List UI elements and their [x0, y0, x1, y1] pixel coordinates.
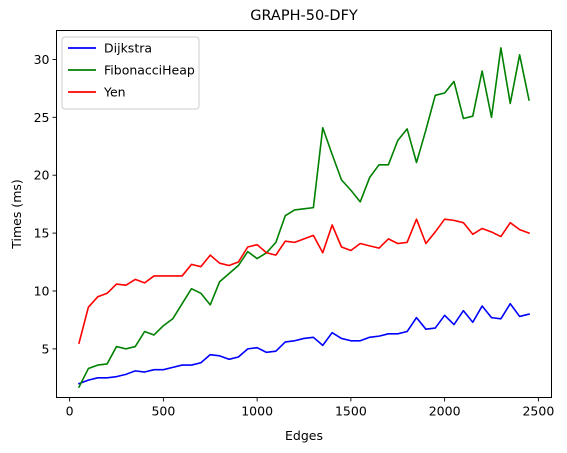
- y-tick-label: 30: [34, 52, 50, 67]
- x-tick-label: 2500: [522, 404, 554, 419]
- y-tick-label: 5: [42, 341, 50, 356]
- x-tick-label: 1500: [335, 404, 367, 419]
- series-line-dijkstra: [77, 302, 530, 385]
- y-tick-label: 15: [34, 226, 50, 241]
- x-tick-label: 0: [66, 404, 74, 419]
- plot-area: [77, 47, 531, 389]
- legend: Dijkstra FibonacciHeap Yen: [61, 36, 200, 110]
- x-axis: 0 500 1000 1500 2000 2500: [66, 397, 554, 419]
- chart-title: GRAPH-50-DFY: [250, 8, 358, 24]
- legend-label-dijkstra: Dijkstra: [104, 41, 152, 56]
- x-tick-label: 500: [151, 404, 175, 419]
- y-tick-label: 10: [34, 283, 50, 298]
- x-tick-label: 2000: [429, 404, 461, 419]
- legend-label-fibonacciheap: FibonacciHeap: [104, 63, 195, 78]
- x-axis-label: Edges: [285, 428, 323, 443]
- y-tick-label: 20: [34, 168, 50, 183]
- x-tick-label: 1000: [241, 404, 273, 419]
- plot-frame: [56, 30, 552, 398]
- series-line-fibonacciheap: [77, 47, 530, 389]
- legend-box: [61, 36, 200, 110]
- y-axis: 5 10 15 20 25 30: [34, 52, 57, 356]
- y-tick-label: 25: [34, 110, 50, 125]
- y-axis-label: Times (ms): [9, 179, 24, 250]
- legend-label-yen: Yen: [103, 85, 126, 100]
- series-line-yen: [78, 218, 531, 345]
